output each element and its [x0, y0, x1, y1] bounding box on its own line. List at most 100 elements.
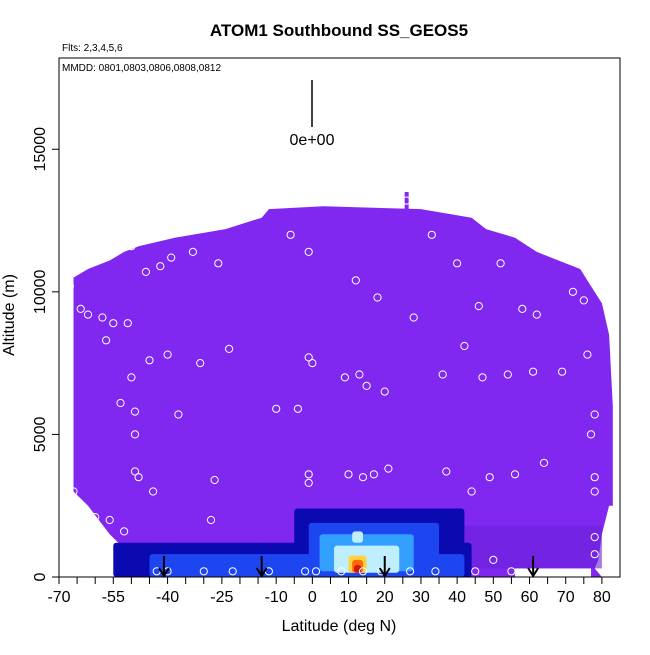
sample-point	[590, 550, 599, 559]
x-tick-label: 30	[412, 589, 430, 606]
sample-point	[228, 567, 237, 576]
sample-point	[116, 398, 125, 408]
sample-point	[308, 359, 317, 368]
coverage-gap	[515, 568, 592, 577]
sample-point	[406, 567, 415, 576]
sample-point	[65, 282, 75, 291]
x-tick-label: 70	[557, 589, 575, 606]
sample-point	[460, 341, 469, 351]
x-axis-title: Latitude (deg N)	[282, 618, 397, 635]
sample-point	[83, 310, 93, 319]
sample-point	[427, 230, 436, 239]
scale-label: 0e+00	[290, 132, 335, 149]
sample-point	[442, 467, 451, 476]
y-axis: 0 5000 10000 15000	[32, 127, 59, 581]
sample-point	[579, 296, 588, 305]
y-tick-label: 0	[32, 572, 49, 581]
sample-point	[163, 350, 172, 359]
x-tick-label: -70	[47, 589, 70, 606]
sample-point	[210, 475, 219, 485]
sample-point	[467, 487, 476, 496]
sample-point	[485, 473, 494, 482]
chart-title: ATOM1 Southbound SS_GEOS5	[210, 21, 468, 40]
sample-point	[225, 344, 234, 353]
x-tick-label: 40	[448, 589, 466, 606]
x-tick-label: -40	[156, 589, 179, 606]
y-tick-label: 5000	[32, 417, 49, 453]
plot-frame	[58, 57, 621, 578]
x-tick-label: 50	[484, 589, 502, 606]
x-axis: -70 -55 -40 -25 -10 0 10 20 30 40 50 60 70 80	[47, 577, 611, 606]
sample-point	[98, 313, 107, 322]
flights-subtitle: Flts: 2,3,4,5,6	[62, 43, 123, 54]
sample-point	[586, 430, 596, 439]
sample-point	[286, 230, 295, 239]
sample-points	[65, 196, 599, 576]
sample-point	[373, 293, 382, 302]
sample-point	[532, 310, 541, 319]
sample-point	[431, 567, 440, 576]
sample-point	[188, 247, 197, 256]
sample-point	[478, 373, 487, 382]
sample-point	[380, 387, 389, 396]
sample-point	[539, 458, 549, 467]
profile-marker-head	[527, 567, 539, 578]
sample-point	[304, 247, 313, 256]
sample-point	[358, 473, 368, 482]
sample-point	[496, 259, 505, 268]
dates-subtitle: MMDD: 0801,0803,0806,0808,0812	[62, 63, 221, 74]
sample-point	[123, 319, 132, 328]
profile-marker-head	[378, 567, 391, 578]
sample-point	[120, 527, 129, 536]
profile-marker-head	[255, 567, 268, 578]
sample-point	[340, 373, 349, 382]
sample-point	[206, 515, 216, 525]
enhanced-mid-plume	[352, 531, 364, 543]
x-tick-label: -25	[210, 589, 233, 606]
sample-point	[272, 404, 281, 413]
sample-point	[76, 304, 85, 313]
sample-point	[355, 370, 364, 379]
sample-point	[590, 487, 599, 496]
sample-point	[130, 407, 140, 416]
sample-point	[301, 567, 310, 576]
sample-point	[145, 356, 154, 365]
sample-point	[196, 359, 205, 368]
x-tick-label: -55	[102, 589, 125, 606]
coverage-field	[73, 206, 613, 578]
sample-point	[438, 370, 447, 379]
sample-point	[109, 319, 118, 328]
sample-point	[409, 313, 418, 322]
field-layer	[73, 192, 613, 578]
sample-point	[344, 470, 353, 479]
sample-point	[311, 567, 321, 576]
coverage-spike	[404, 192, 409, 212]
sample-point	[105, 515, 114, 525]
sample-point	[351, 276, 360, 285]
sample-point	[358, 567, 368, 576]
sample-point	[558, 367, 567, 376]
sample-point	[503, 370, 512, 379]
x-tick-label: 0	[308, 589, 317, 606]
sample-point	[590, 473, 599, 482]
y-tick-label: 10000	[32, 269, 49, 314]
sample-point	[362, 381, 371, 390]
sample-point	[127, 242, 136, 251]
sample-point	[402, 196, 411, 205]
profile-marker-head	[158, 567, 170, 578]
sample-point	[130, 430, 140, 439]
sample-point	[489, 555, 498, 565]
sample-point	[471, 567, 480, 576]
y-axis-title: Altitude (m)	[1, 274, 18, 356]
y-tick-label: 15000	[32, 127, 49, 172]
sample-point	[337, 567, 346, 576]
sample-point	[127, 373, 136, 382]
sample-point	[510, 470, 520, 479]
sample-point	[102, 336, 111, 345]
x-tick-label: 60	[521, 589, 539, 606]
sample-point	[507, 567, 516, 576]
sample-point	[550, 247, 560, 256]
sample-point	[304, 478, 313, 487]
sample-point	[568, 287, 578, 296]
